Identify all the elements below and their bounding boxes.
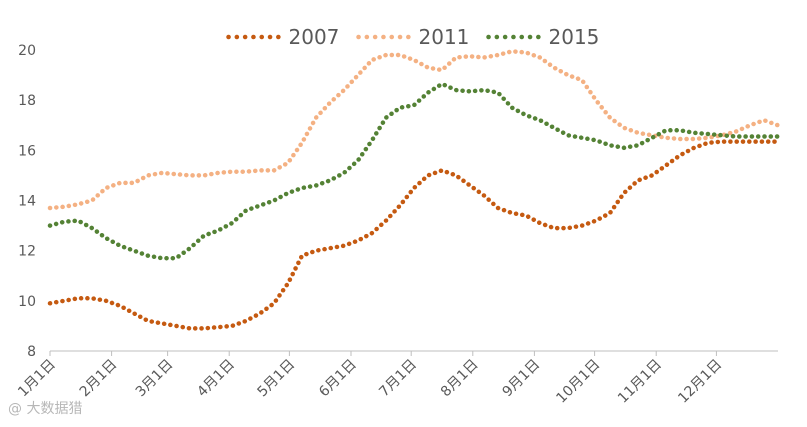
x-tick-label-11: 12月1日 <box>675 357 725 407</box>
series-line-2015 <box>47 81 781 261</box>
x-tick-label-6: 7月1日 <box>376 357 420 401</box>
y-tick-label-20: 20 <box>18 43 36 59</box>
watermark: @ 大数据猎 <box>8 401 83 417</box>
y-tick-label-14: 14 <box>18 194 36 210</box>
legend-label-2007: 2007 <box>289 25 340 49</box>
x-tick-label-10: 11月1日 <box>615 357 665 407</box>
x-tick-label-5: 6月1日 <box>316 357 360 401</box>
y-tick-label-12: 12 <box>18 244 36 260</box>
x-tick-label-0: 1月1日 <box>15 357 59 401</box>
y-tick-label-16: 16 <box>18 143 36 159</box>
series-line-2007 <box>47 139 781 331</box>
x-tick-label-9: 10月1日 <box>553 357 603 407</box>
x-tick-label-7: 8月1日 <box>438 357 482 401</box>
x-tick-label-8: 9月1日 <box>500 357 544 401</box>
y-tick-label-8: 8 <box>27 344 36 360</box>
x-tick-label-3: 4月1日 <box>194 357 238 401</box>
y-tick-label-18: 18 <box>18 93 36 109</box>
x-tick-label-4: 5月1日 <box>255 357 299 401</box>
x-tick-label-1: 2月1日 <box>77 357 121 401</box>
x-tick-label-2: 3月1日 <box>133 357 177 401</box>
legend-label-2011: 2011 <box>419 25 470 49</box>
legend-label-2015: 2015 <box>549 25 600 49</box>
y-tick-label-10: 10 <box>18 294 36 310</box>
series-line-2011 <box>47 49 781 211</box>
